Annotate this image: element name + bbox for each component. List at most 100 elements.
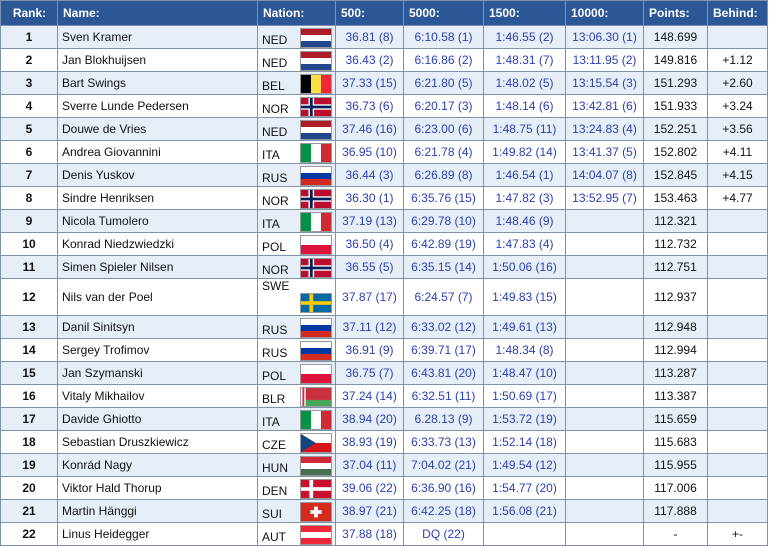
time-500-cell: 36.75 (7) (335, 361, 404, 385)
nation-code: HUN (262, 461, 288, 475)
points-cell: 148.699 (643, 25, 708, 49)
behind-cell: +3.24 (707, 94, 768, 118)
name-cell: Sven Kramer (57, 25, 258, 49)
time-10000-cell (565, 361, 644, 385)
name-cell: Jan Blokhuijsen (57, 48, 258, 72)
nation-code: RUS (262, 323, 288, 337)
points-cell: 112.994 (643, 338, 708, 362)
points-cell: 117.006 (643, 476, 708, 500)
nation-cell: ITA (257, 407, 336, 431)
header-name: Name: (57, 0, 258, 26)
rank-cell: 1 (0, 25, 58, 49)
nation-cell: HUN (257, 453, 336, 477)
time-500-cell: 37.88 (18) (335, 522, 404, 546)
time-1500-cell: 1:46.55 (2) (483, 25, 566, 49)
time-5000-cell: 6:36.90 (16) (403, 476, 484, 500)
points-cell: 112.751 (643, 255, 708, 279)
points-cell: 152.845 (643, 163, 708, 187)
time-1500-cell: 1:53.72 (19) (483, 407, 566, 431)
nation-code: SWE (262, 279, 290, 294)
rank-cell: 20 (0, 476, 58, 500)
points-cell: 115.955 (643, 453, 708, 477)
table-row: 15 Jan Szymanski POL 36.75 (7) 6:43.81 (20) 1… (0, 361, 768, 385)
table-row: 9 Nicola Tumolero ITA 37.19 (13) 6:29.78 (10… (0, 209, 768, 233)
time-500-cell: 36.43 (2) (335, 48, 404, 72)
name-cell: Bart Swings (57, 71, 258, 95)
time-1500-cell: 1:46.54 (1) (483, 163, 566, 187)
flag-rus-icon (300, 166, 332, 186)
behind-cell (707, 361, 768, 385)
behind-cell (707, 476, 768, 500)
nation-code: DEN (262, 484, 288, 498)
points-cell: 151.933 (643, 94, 708, 118)
nation-code: RUS (262, 171, 288, 185)
rank-cell: 11 (0, 255, 58, 279)
nation-cell: SUI (257, 499, 336, 523)
table-row: 13 Danil Sinitsyn RUS 37.11 (12) 6:33.02 (12… (0, 315, 768, 339)
flag-nor-icon (300, 189, 332, 209)
points-cell: 152.802 (643, 140, 708, 164)
nation-cell: RUS (257, 338, 336, 362)
time-500-cell: 37.04 (11) (335, 453, 404, 477)
rank-cell: 18 (0, 430, 58, 454)
time-500-cell: 38.94 (20) (335, 407, 404, 431)
flag-ned-icon (300, 120, 332, 140)
time-1500-cell: 1:48.31 (7) (483, 48, 566, 72)
nation-cell: BEL (257, 71, 336, 95)
behind-cell (707, 430, 768, 454)
time-10000-cell: 13:41.37 (5) (565, 140, 644, 164)
time-5000-cell: 6.28.13 (9) (403, 407, 484, 431)
rank-cell: 19 (0, 453, 58, 477)
rank-cell: 21 (0, 499, 58, 523)
time-10000-cell (565, 476, 644, 500)
nation-code: NOR (262, 263, 289, 277)
rank-cell: 14 (0, 338, 58, 362)
nation-cell: CZE (257, 430, 336, 454)
table-row: 19 Konrád Nagy HUN 37.04 (11) 7:04.02 (21) 1:… (0, 453, 768, 477)
time-1500-cell: 1:48.47 (10) (483, 361, 566, 385)
flag-ita-icon (300, 143, 332, 163)
nation-code: NOR (262, 102, 289, 116)
flag-nor-icon (300, 258, 332, 278)
name-cell: Sindre Henriksen (57, 186, 258, 210)
time-10000-cell (565, 453, 644, 477)
flag-swe-icon (300, 293, 332, 313)
rank-cell: 6 (0, 140, 58, 164)
nation-code: AUT (262, 530, 286, 544)
points-cell: 152.251 (643, 117, 708, 141)
table-row: 10 Konrad Niedzwiedzki POL 36.50 (4) 6:42.89… (0, 232, 768, 256)
time-5000-cell: 6:42.89 (19) (403, 232, 484, 256)
table-row: 22 Linus Heidegger AUT 37.88 (18) DQ (22) - +- (0, 522, 768, 546)
time-1500-cell: 1:49.83 (15) (483, 278, 566, 316)
time-500-cell: 36.44 (3) (335, 163, 404, 187)
table-row: 8 Sindre Henriksen NOR 36.30 (1) 6:35.76 (15… (0, 186, 768, 210)
name-cell: Sebastian Druszkiewicz (57, 430, 258, 454)
table-row: 7 Denis Yuskov RUS 36.44 (3) 6:26.89 (8) 1:46… (0, 163, 768, 187)
table-row: 1 Sven Kramer NED 36.81 (8) 6:10.58 (1) 1:46.… (0, 25, 768, 49)
nation-cell: RUS (257, 315, 336, 339)
nation-code: RUS (262, 346, 288, 360)
time-1500-cell: 1:49.54 (12) (483, 453, 566, 477)
time-5000-cell: 7:04.02 (21) (403, 453, 484, 477)
time-5000-cell: 6:10.58 (1) (403, 25, 484, 49)
time-10000-cell (565, 315, 644, 339)
time-5000-cell: 6:26.89 (8) (403, 163, 484, 187)
time-10000-cell (565, 278, 644, 316)
time-5000-cell: 6:29.78 (10) (403, 209, 484, 233)
points-cell: 115.659 (643, 407, 708, 431)
nation-cell: NOR (257, 186, 336, 210)
points-cell: - (643, 522, 708, 546)
time-5000-cell: 6:39.71 (17) (403, 338, 484, 362)
time-500-cell: 36.91 (9) (335, 338, 404, 362)
time-500-cell: 37.19 (13) (335, 209, 404, 233)
flag-rus-icon (300, 318, 332, 338)
nation-code: POL (262, 369, 287, 383)
nation-cell: ITA (257, 209, 336, 233)
name-cell: Vitaly Mikhailov (57, 384, 258, 408)
rank-cell: 17 (0, 407, 58, 431)
points-cell: 112.321 (643, 209, 708, 233)
rank-cell: 16 (0, 384, 58, 408)
flag-pol-icon (300, 364, 332, 384)
time-500-cell: 36.55 (5) (335, 255, 404, 279)
